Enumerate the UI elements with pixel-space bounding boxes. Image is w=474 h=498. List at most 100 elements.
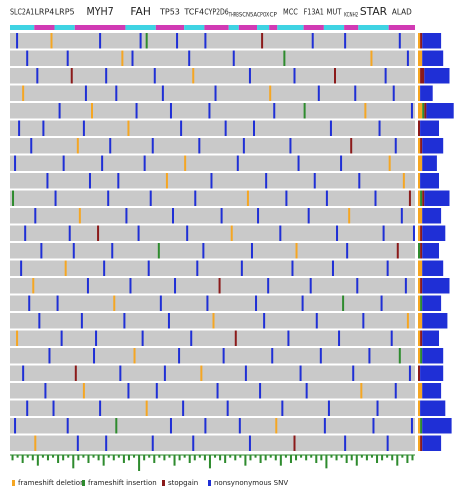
mutation <box>46 173 49 189</box>
side-bar <box>424 68 450 84</box>
mutation <box>344 33 347 49</box>
row-background <box>10 138 415 154</box>
side-bar <box>422 295 442 311</box>
mutation <box>194 190 197 206</box>
side-bar <box>418 33 421 49</box>
column-count-bar <box>345 455 348 463</box>
mutation <box>406 50 409 66</box>
mutation <box>250 243 253 259</box>
mutation <box>76 138 79 154</box>
mutation <box>356 278 359 294</box>
legend-label: nonsynonymous SNV <box>214 479 288 487</box>
mutation <box>16 33 19 49</box>
mutation <box>12 190 15 206</box>
mutation <box>340 155 343 171</box>
mutation <box>398 348 401 364</box>
row-background <box>10 243 415 259</box>
side-bar <box>418 243 421 259</box>
mutation <box>273 103 276 119</box>
column-count-bar <box>300 455 303 458</box>
column-count-bar <box>219 455 222 461</box>
side-bar <box>418 120 421 136</box>
mutation <box>212 313 215 329</box>
side-bar <box>418 85 421 101</box>
mutation <box>216 383 219 399</box>
column-count-bar <box>52 455 55 458</box>
mutation <box>97 225 100 241</box>
mutation <box>408 365 411 381</box>
mutation <box>54 190 57 206</box>
mutation <box>178 348 181 364</box>
mutation <box>123 313 126 329</box>
mutation <box>109 138 112 154</box>
column-count-bar <box>92 455 95 458</box>
side-bar <box>418 103 423 119</box>
side-bar <box>424 190 450 206</box>
side-bar <box>418 418 421 434</box>
column-count-bar <box>173 455 176 466</box>
side-bar <box>422 138 444 154</box>
column-count-bar <box>315 455 318 463</box>
gene-label: TP53 <box>159 8 180 17</box>
mutation <box>348 208 351 224</box>
row-background <box>10 260 415 276</box>
mutation <box>192 435 195 451</box>
side-bar <box>418 260 423 276</box>
column-count-bar <box>62 455 65 461</box>
column-count-bar <box>284 455 287 458</box>
mutation <box>143 155 146 171</box>
row-background <box>10 400 415 416</box>
side-bar <box>422 190 425 206</box>
mutation <box>163 365 166 381</box>
column-count-bar <box>411 455 414 461</box>
mutation <box>125 208 128 224</box>
mutation <box>255 295 258 311</box>
gene-label: CP <box>270 12 278 19</box>
mutation <box>380 295 383 311</box>
mutation <box>48 348 51 364</box>
mutation <box>382 225 385 241</box>
mutation <box>368 348 371 364</box>
column-count-bar <box>401 455 404 458</box>
mutation <box>82 383 85 399</box>
mutation <box>14 155 17 171</box>
gene-bar <box>228 25 239 30</box>
row-background <box>10 50 415 66</box>
mutation <box>297 155 300 171</box>
mutation <box>344 435 347 451</box>
gene-bar <box>303 25 324 30</box>
legend-swatch <box>82 480 85 486</box>
mutation <box>214 85 217 101</box>
mutation <box>62 155 65 171</box>
mutation <box>198 138 201 154</box>
mutation <box>253 120 255 136</box>
side-bar <box>418 173 421 189</box>
mutation <box>22 365 25 381</box>
mutation <box>287 330 290 346</box>
side-bar <box>418 313 423 329</box>
side-bar <box>420 120 439 136</box>
mutation <box>182 400 185 416</box>
legend-swatch <box>162 480 165 486</box>
mutation <box>291 260 294 276</box>
gene-bar <box>155 25 185 30</box>
column-count-bar <box>117 455 120 458</box>
column-count-bar <box>122 455 125 463</box>
mutation <box>200 365 203 381</box>
row-background <box>10 103 415 119</box>
mutation <box>406 313 409 329</box>
mutation <box>315 313 318 329</box>
mutation <box>129 278 132 294</box>
gene-bar <box>10 25 35 30</box>
column-count-bar <box>67 455 70 458</box>
mutation <box>372 418 375 434</box>
mutation <box>99 33 102 49</box>
mutation <box>362 313 365 329</box>
gene-bar <box>257 25 270 30</box>
gene-bar <box>269 25 278 30</box>
column-count-bar <box>97 455 100 461</box>
mutation <box>38 313 41 329</box>
side-bar <box>422 225 446 241</box>
mutation <box>374 190 377 206</box>
